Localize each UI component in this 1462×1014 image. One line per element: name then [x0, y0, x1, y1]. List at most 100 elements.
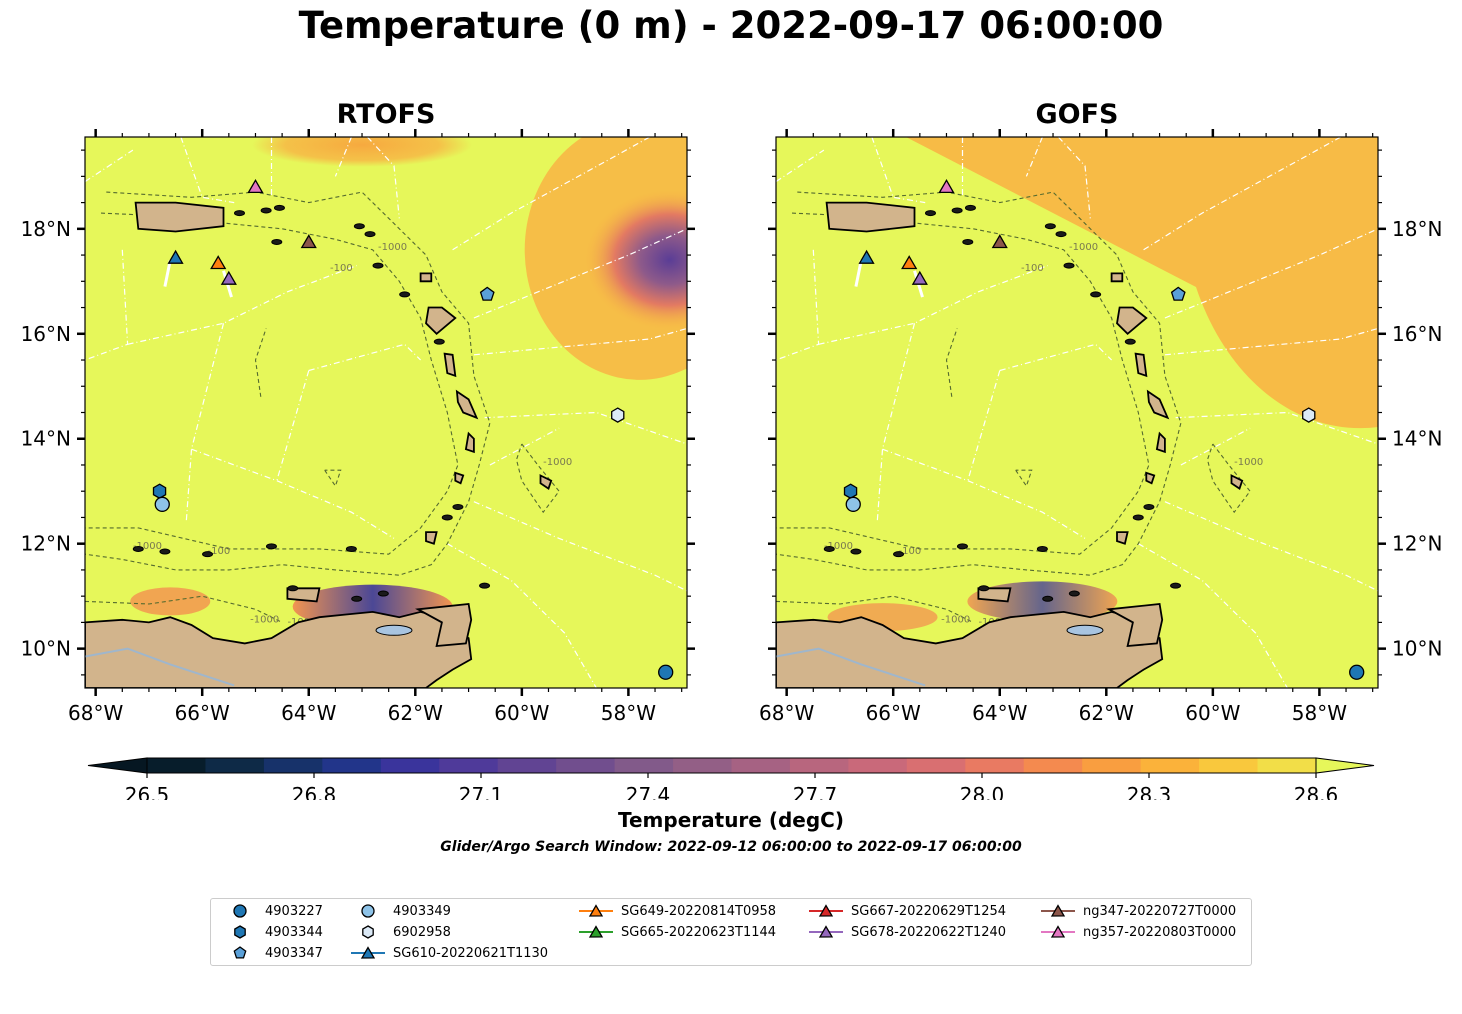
- platform-marker-4903347: [479, 286, 495, 301]
- platform-marker-4903349: [154, 496, 170, 512]
- legend-entry-4903344: 4903344: [223, 924, 323, 940]
- colorbar-label: Temperature (degC): [618, 808, 844, 832]
- bathymetry-contour: [85, 191, 491, 576]
- island-margarita: [286, 587, 321, 603]
- legend-entry-ng357-20220803T0000: ng357-20220803T0000: [1041, 924, 1236, 940]
- lat-tick-label: 16°N: [1392, 322, 1442, 346]
- legend-entry-SG610-20220621T1130: SG610-20220621T1130: [351, 945, 548, 961]
- small-island: [964, 204, 976, 211]
- gulf-of-paria: [375, 624, 413, 636]
- small-island: [233, 210, 245, 217]
- legend-entry-4903349: 4903349: [351, 903, 451, 919]
- lon-tick-label: 66°W: [866, 701, 921, 725]
- bathymetry-contour: [776, 191, 1182, 576]
- lat-tick-label: 10°N: [1392, 637, 1442, 661]
- platform-marker-4903344: [152, 483, 167, 499]
- small-island: [1143, 503, 1155, 510]
- colorbar-segment: [380, 758, 440, 773]
- legend-symbol: [1050, 904, 1066, 917]
- small-island: [1044, 223, 1056, 230]
- lon-tick-label: 66°W: [175, 701, 230, 725]
- eez-boundary-line: [85, 149, 134, 183]
- island-guadeloupe: [425, 306, 457, 336]
- island-puerto-rico: [825, 201, 916, 233]
- island-st-lucia: [1155, 431, 1166, 454]
- legend-label: 4903344: [265, 924, 323, 940]
- colorbar-segment: [322, 758, 382, 773]
- contour-label: -1000: [824, 541, 853, 552]
- colorbar-segment: [965, 758, 1025, 773]
- small-island: [1055, 231, 1067, 238]
- small-island: [893, 551, 905, 558]
- eez-boundary-line: [1057, 137, 1091, 219]
- eez-boundary-line: [191, 448, 395, 539]
- map-panel-gofs: -100-1000-1000-1000-1000-1000-10068°W66°…: [759, 129, 1442, 725]
- contour-label: -100: [208, 546, 231, 557]
- legend-symbol: [588, 904, 604, 917]
- small-island: [260, 207, 272, 214]
- small-island: [1170, 582, 1182, 589]
- small-island: [364, 231, 376, 238]
- temperature-colorbar: 26.5 26.8 27.1 27.4 27.7 28.0 28.3 28.6: [87, 757, 1375, 800]
- island-guadeloupe: [1116, 306, 1148, 336]
- figure-title: Temperature (0 m) - 2022-09-17 06:00:00: [298, 4, 1164, 47]
- platform-legend: 4903227 4903344 4903347 4903349 6902958 SG610…: [210, 898, 1252, 966]
- lat-tick-label: 12°N: [21, 532, 71, 556]
- panel-title-gofs: GOFS: [1035, 99, 1119, 130]
- small-island: [452, 503, 464, 510]
- contour-label: -100: [330, 263, 353, 274]
- legend-marker-icon: [233, 946, 247, 959]
- colorbar-segment: [1140, 758, 1200, 773]
- bathymetry-contour: [1206, 443, 1251, 514]
- lon-tick-label: 58°W: [1292, 701, 1347, 725]
- platform-marker-ng347-20220727T0000: [300, 234, 317, 249]
- eez-boundary-line: [473, 501, 687, 592]
- small-island: [962, 238, 974, 245]
- platform-marker-SG678-20220622T1240: [911, 270, 928, 285]
- eez-boundary-line: [276, 370, 310, 481]
- colorbar-tick-label: 27.4: [626, 783, 671, 800]
- small-island: [823, 545, 835, 552]
- lon-tick-label: 68°W: [68, 701, 123, 725]
- gulf-of-paria: [1066, 624, 1104, 636]
- lat-tick-label: 14°N: [21, 427, 71, 451]
- small-island: [1090, 291, 1102, 298]
- eez-boundary-line: [185, 323, 225, 523]
- glider-track: [854, 260, 863, 287]
- contour-label: -100: [899, 546, 922, 557]
- lon-tick-label: 58°W: [601, 701, 656, 725]
- bathymetry-contour: [324, 469, 342, 488]
- eez-boundary-line: [1164, 501, 1378, 592]
- legend-marker-icon: [1041, 904, 1075, 917]
- island-dominica: [443, 352, 457, 378]
- legend-marker-icon: [234, 925, 246, 939]
- eez-boundary-line: [127, 265, 357, 345]
- warm-sst-patch: [252, 137, 472, 167]
- small-island: [1124, 338, 1136, 345]
- contour-label: -1000: [378, 242, 407, 253]
- island-barbados: [1230, 474, 1244, 490]
- warm-sst-patch: [906, 137, 1378, 429]
- colorbar-tick-label: 28.6: [1294, 783, 1339, 800]
- contour-label: -1000: [941, 614, 970, 625]
- eez-boundary-line: [334, 137, 352, 177]
- lon-tick-label: 62°W: [388, 701, 443, 725]
- legend-label: 4903227: [265, 903, 323, 919]
- legend-marker-icon: [351, 946, 385, 959]
- small-island: [377, 590, 389, 597]
- island-antigua: [419, 272, 433, 283]
- legend-label: 4903349: [393, 903, 451, 919]
- platform-marker-SG649-20220814T0958: [901, 255, 918, 270]
- island-margarita: [977, 587, 1012, 603]
- contour-label: -1000: [543, 457, 572, 468]
- lon-tick-label: 64°W: [972, 701, 1027, 725]
- legend-marker-icon: [362, 925, 374, 939]
- lat-tick-label: 12°N: [1392, 532, 1442, 556]
- legend-marker-icon: [233, 904, 247, 918]
- small-island: [345, 545, 357, 552]
- platform-marker-SG610-20220621T1130: [167, 249, 184, 264]
- legend-entry-SG678-20220622T1240: SG678-20220622T1240: [809, 924, 1006, 940]
- eez-boundary-line: [1164, 228, 1378, 319]
- legend-symbol: [233, 904, 247, 918]
- bathymetry-contour: [85, 595, 283, 623]
